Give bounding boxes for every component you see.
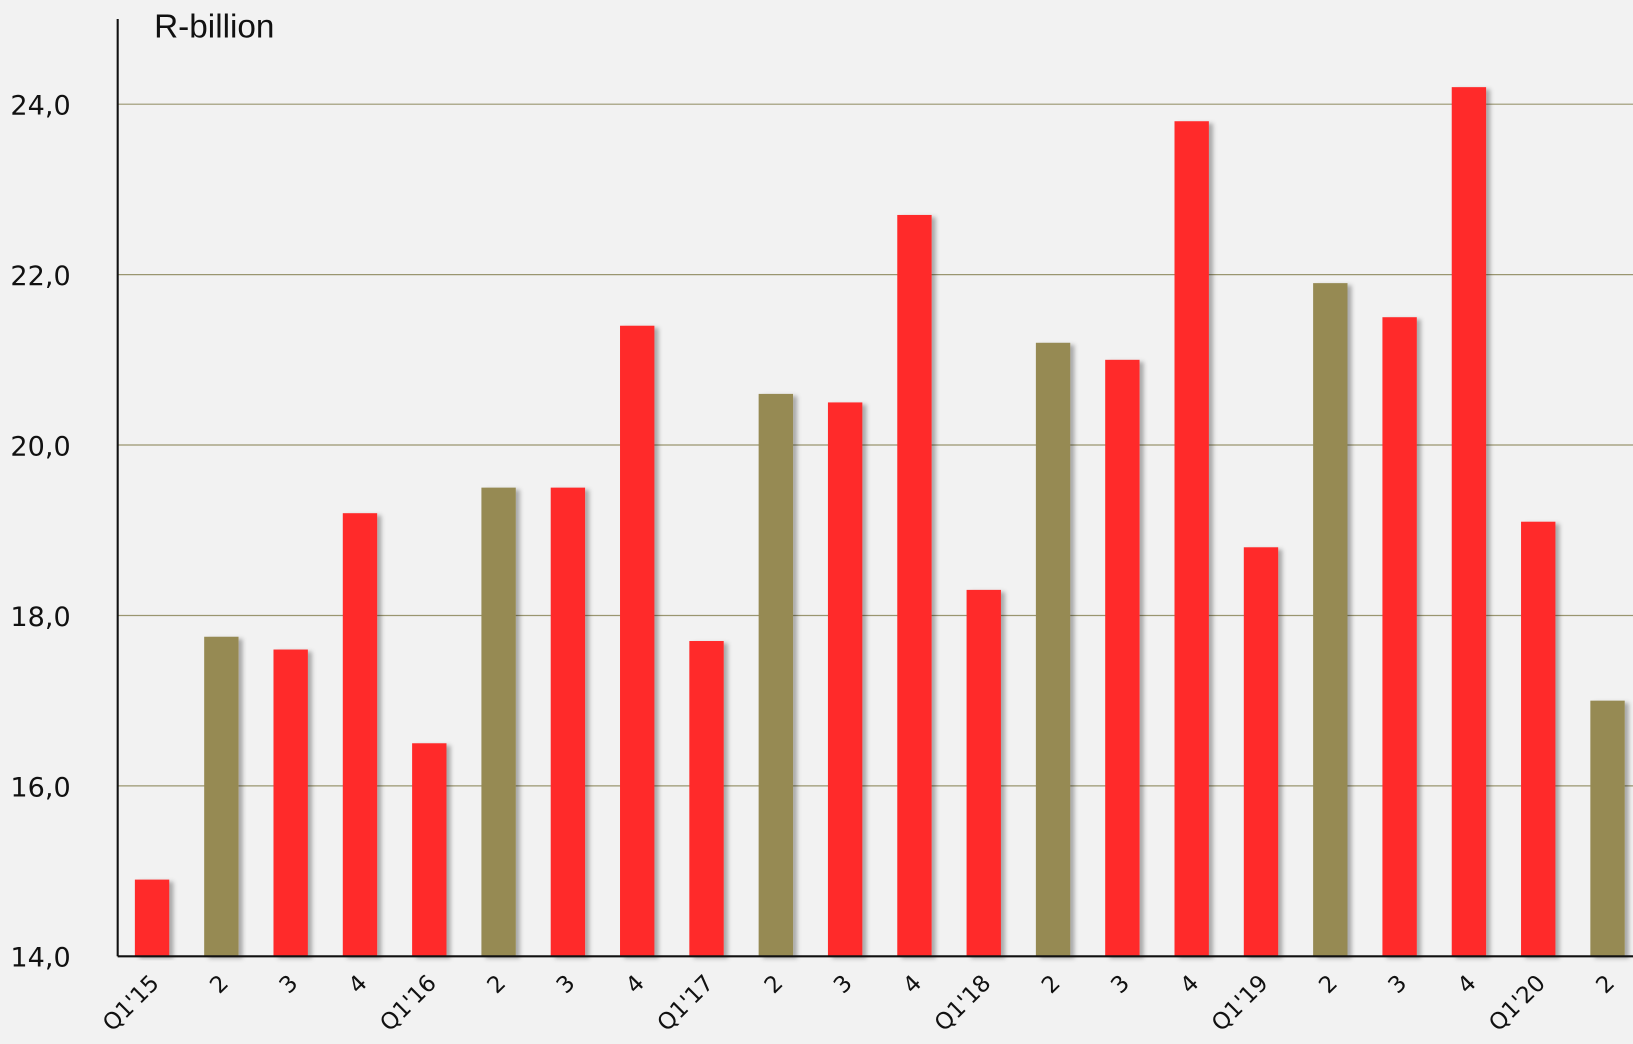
bar xyxy=(1174,121,1209,957)
bar xyxy=(1243,547,1279,957)
bar xyxy=(204,636,239,957)
bar xyxy=(1035,342,1071,957)
bar xyxy=(134,879,170,957)
y-tick-label: 16,0 xyxy=(10,772,70,803)
bar xyxy=(1313,283,1348,957)
y-tick-label: 14,0 xyxy=(10,943,70,974)
bar xyxy=(273,649,308,957)
bar xyxy=(1105,359,1140,957)
bar xyxy=(412,743,447,957)
y-tick-label: 20,0 xyxy=(10,431,70,462)
bar xyxy=(1382,317,1417,957)
y-tick-label: 22,0 xyxy=(10,261,70,292)
bar xyxy=(689,641,724,957)
bar xyxy=(827,402,863,957)
bar xyxy=(1590,700,1625,957)
bar xyxy=(897,214,932,957)
bar xyxy=(550,487,586,957)
bar xyxy=(620,325,655,957)
bar xyxy=(758,393,794,957)
bar xyxy=(1521,521,1556,957)
bar xyxy=(1451,87,1487,957)
axis-label: R-billion xyxy=(154,9,274,46)
y-tick-label: 18,0 xyxy=(10,602,70,633)
y-tick-label: 24,0 xyxy=(10,91,70,122)
bar xyxy=(966,589,1001,957)
bar xyxy=(342,513,378,957)
bar xyxy=(481,487,516,957)
